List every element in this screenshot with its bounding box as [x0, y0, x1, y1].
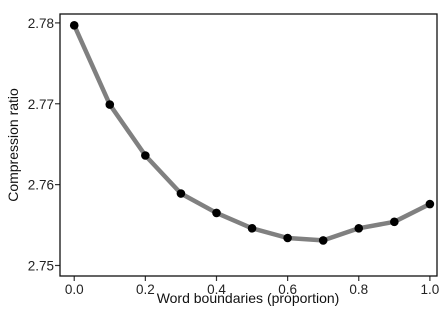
- x-tick-label: 0.2: [136, 282, 155, 297]
- y-tick-label: 2.78: [28, 16, 54, 31]
- data-point: [70, 21, 79, 30]
- y-axis-ticks: 2.75 2.76 2.77 2.78: [28, 16, 60, 274]
- data-point: [141, 151, 150, 160]
- data-point: [105, 100, 114, 109]
- data-point: [248, 224, 257, 233]
- y-tick-label: 2.76: [28, 178, 54, 193]
- data-point: [354, 224, 363, 233]
- x-tick-label: 0.0: [65, 282, 84, 297]
- data-point: [283, 234, 292, 243]
- data-point: [212, 209, 221, 218]
- plot-background: [60, 14, 437, 276]
- y-axis-title: Compression ratio: [5, 88, 21, 202]
- x-axis-title: Word boundaries (proportion): [157, 290, 340, 306]
- y-tick-label: 2.75: [28, 258, 54, 273]
- x-tick-label: 1.0: [420, 282, 439, 297]
- data-point: [177, 189, 186, 198]
- data-point: [390, 218, 399, 227]
- x-tick-label: 0.8: [349, 282, 368, 297]
- data-point: [319, 236, 328, 245]
- data-point: [426, 200, 435, 209]
- y-tick-label: 2.77: [28, 97, 54, 112]
